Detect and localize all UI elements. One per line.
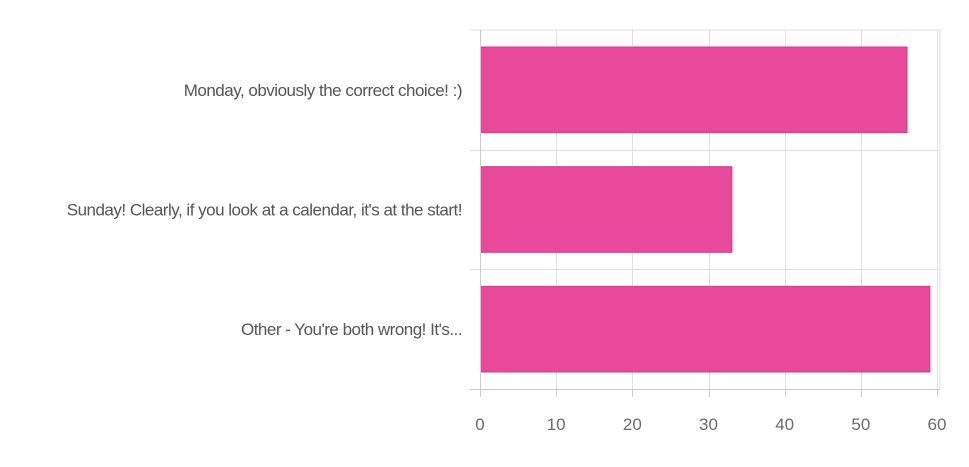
x-tick-label-3: 30 — [699, 415, 718, 434]
x-tick-label-2: 20 — [623, 415, 642, 434]
bar-1 — [480, 166, 733, 253]
x-tick-label-6: 60 — [928, 415, 947, 434]
category-label-0: Monday, obviously the correct choice! :) — [184, 81, 462, 100]
x-tick-label-1: 10 — [547, 415, 566, 434]
x-tick-label-0: 0 — [475, 415, 484, 434]
x-tick-label-5: 50 — [851, 415, 870, 434]
bar-2 — [480, 285, 931, 373]
bar-0 — [480, 46, 908, 134]
bar-layer — [480, 46, 931, 373]
x-tick-label-4: 40 — [775, 415, 794, 434]
axis-layer — [470, 30, 940, 397]
category-label-2: Other - You're both wrong! It's... — [241, 320, 462, 339]
category-label-1: Sunday! Clearly, if you look at a calend… — [67, 201, 462, 220]
label-layer: Monday, obviously the correct choice! :)… — [67, 81, 947, 434]
